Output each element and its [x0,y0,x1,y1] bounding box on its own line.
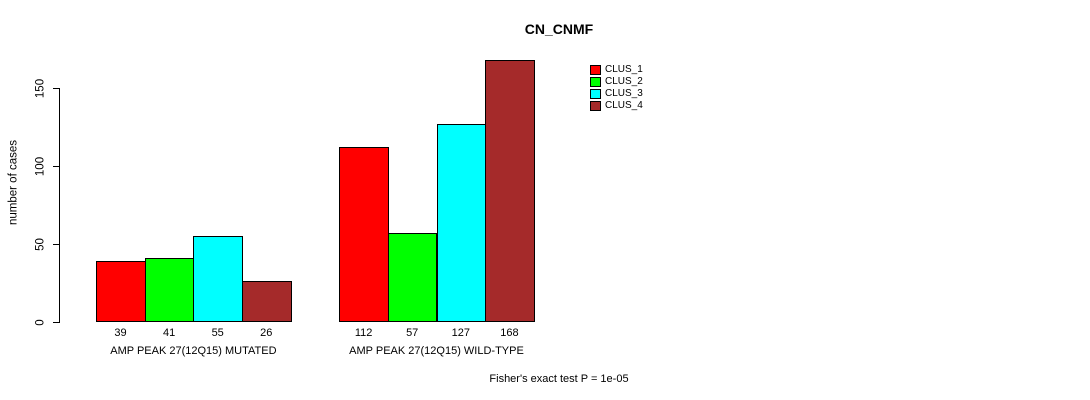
bar-clus_4-group2 [485,59,535,322]
bar-clus_2-group2 [387,233,438,322]
legend-label: CLUS_3 [605,88,643,100]
bar-clus_4-group1 [242,281,292,322]
bar-value-label: 26 [260,327,273,339]
y-tick [53,322,60,323]
legend-row: CLUS_4 [590,100,643,112]
x-group-label: AMP PEAK 27(12Q15) MUTATED [110,345,277,357]
bar-clus_2-group1 [144,258,195,322]
bar-value-label: 168 [500,327,519,339]
legend-label: CLUS_1 [605,64,643,75]
bar-value-label: 39 [114,327,127,339]
bar-clus_3-group1 [193,236,243,322]
bar-clus_1-group1 [96,261,146,322]
legend-row: CLUS_1 [590,64,643,76]
bar-value-label: 57 [406,327,419,339]
bar-clus_3-group2 [436,123,487,322]
bar-value-label: 112 [354,327,373,339]
legend-row: CLUS_2 [590,76,643,88]
bar-clus_1-group2 [339,147,389,322]
legend-swatch-clus_4 [590,101,601,112]
legend-swatch-clus_1 [590,65,601,75]
x-group-label: AMP PEAK 27(12Q15) WILD-TYPE [349,345,524,357]
legend-label: CLUS_2 [605,76,643,88]
legend-row: CLUS_3 [590,88,643,100]
y-tick [53,244,60,245]
bar-value-label: 41 [162,327,176,339]
y-tick-label: 50 [34,237,47,251]
y-tick-label: 150 [34,78,47,98]
y-axis-line [59,88,60,323]
chart-title: CN_CNMF [524,21,594,37]
bar-value-label: 127 [451,327,470,339]
y-tick-label: 100 [34,156,47,176]
bar-value-label: 55 [211,327,224,339]
y-tick-label: 0 [34,318,47,326]
y-tick [53,88,60,89]
footnote: Fisher's exact test P = 1e-05 [489,373,629,385]
y-tick [53,166,60,167]
legend-swatch-clus_2 [590,77,601,88]
legend-label: CLUS_4 [605,100,643,112]
legend-swatch-clus_3 [590,89,601,100]
